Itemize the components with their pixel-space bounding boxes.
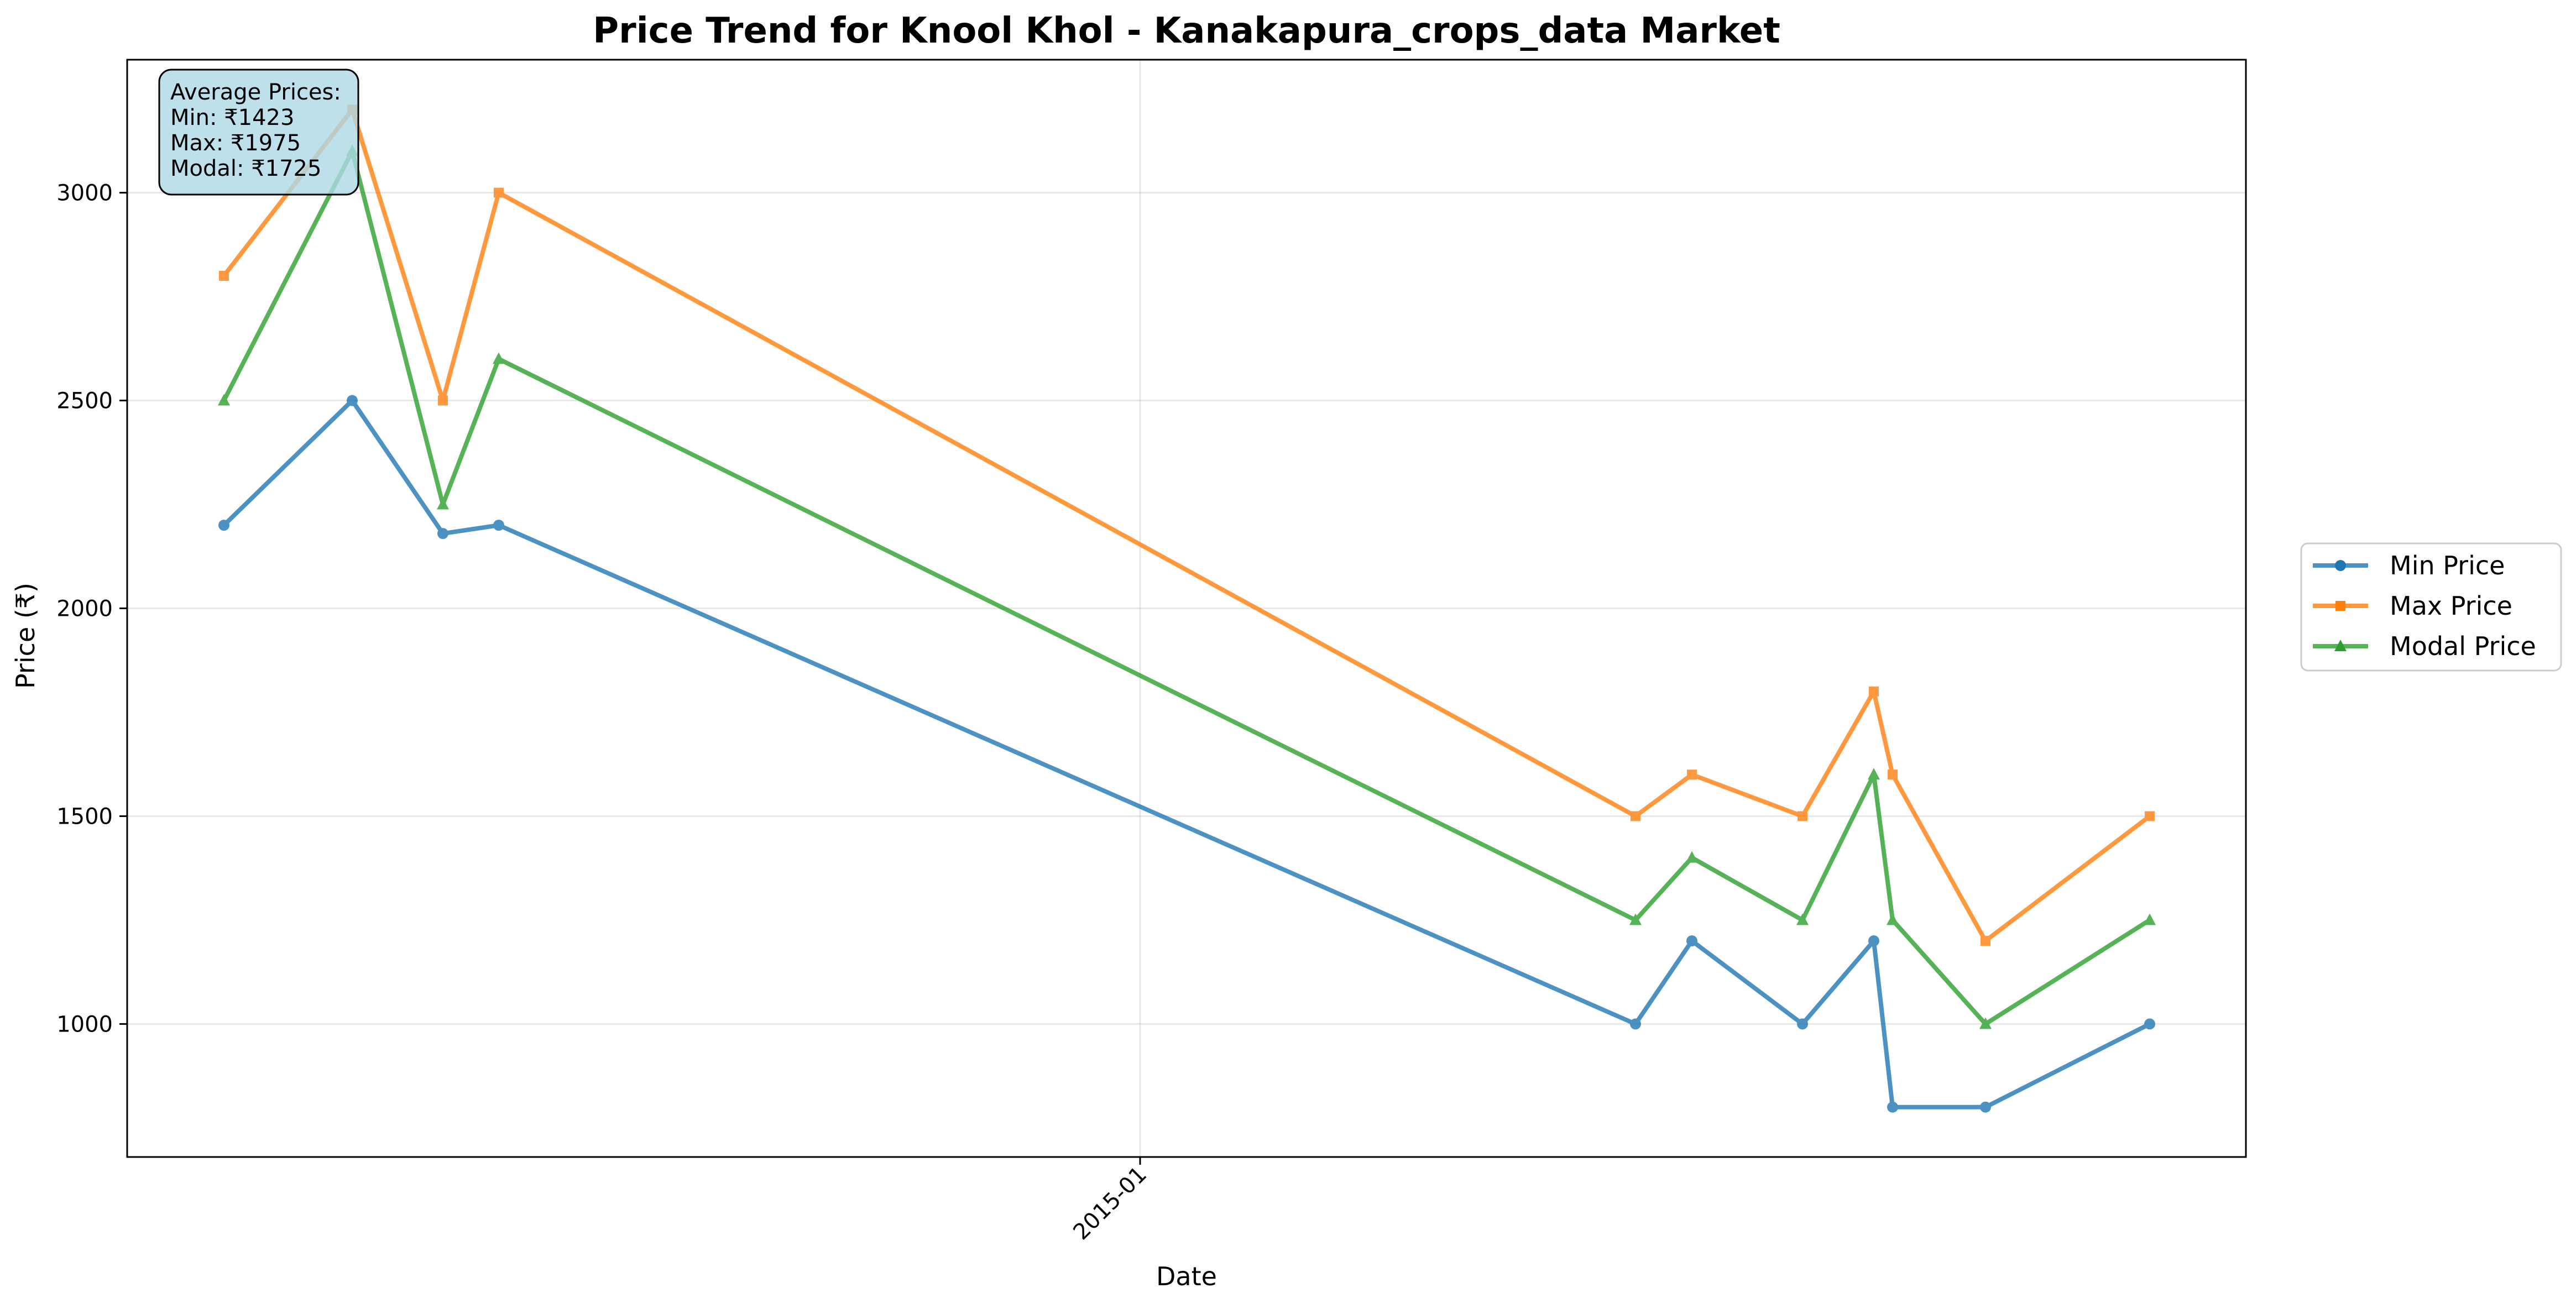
y-tick-label: 2500 xyxy=(56,389,113,414)
y-axis-label: Price (₹) xyxy=(11,583,40,689)
annotation-line: Min: ₹1423 xyxy=(170,105,294,130)
data-point xyxy=(438,395,448,406)
annotation-line: Max: ₹1975 xyxy=(170,130,301,156)
series-modal-price xyxy=(218,144,2156,1029)
series-line xyxy=(222,149,2151,1027)
data-point xyxy=(437,528,448,540)
data-point xyxy=(493,352,505,364)
data-point xyxy=(1797,1018,1808,1030)
annotation-line: Modal: ₹1725 xyxy=(170,156,321,181)
series-max-price xyxy=(219,104,2155,946)
legend-marker xyxy=(2335,601,2345,611)
data-point xyxy=(1687,769,1697,780)
x-tick-label: 2015-01 xyxy=(1068,1162,1152,1245)
annotation-line: Average Prices: xyxy=(170,80,341,105)
data-point xyxy=(1686,851,1698,863)
data-point xyxy=(1631,811,1640,821)
legend-label: Min Price xyxy=(2390,551,2505,580)
data-point xyxy=(1630,1018,1641,1030)
data-point xyxy=(1888,769,1898,780)
series-line xyxy=(222,398,2151,1109)
data-point xyxy=(1981,936,1990,946)
series-min-price xyxy=(218,395,2155,1113)
data-point xyxy=(2144,1018,2155,1030)
plot-frame xyxy=(126,59,2247,1158)
data-point xyxy=(347,395,358,406)
chart-title: Price Trend for Knool Khol - Kanakapura_… xyxy=(593,11,1780,51)
series-layer xyxy=(218,104,2156,1113)
data-point xyxy=(219,270,229,281)
data-point xyxy=(1980,1101,1991,1113)
legend-label: Max Price xyxy=(2390,591,2512,621)
ticks: 1000 1500 2000 2500 3000 2015-01 xyxy=(56,181,1152,1245)
data-point xyxy=(2145,811,2155,821)
y-tick-label: 3000 xyxy=(56,181,113,206)
data-point xyxy=(218,520,229,531)
data-point xyxy=(1629,913,1642,925)
data-point xyxy=(493,520,504,531)
data-point xyxy=(1868,768,1880,780)
data-point xyxy=(1869,686,1879,697)
data-point xyxy=(437,498,449,510)
y-tick-label: 1500 xyxy=(56,804,113,829)
legend-marker xyxy=(2334,640,2347,651)
legend: Min Price Max Price Modal Price xyxy=(2300,542,2562,672)
legend-entry: Min Price xyxy=(2313,551,2505,580)
data-point xyxy=(1868,935,1879,947)
x-axis-label: Date xyxy=(1156,1261,1217,1291)
data-point xyxy=(218,394,230,406)
y-tick-label: 2000 xyxy=(56,596,113,622)
annotation-box xyxy=(158,69,359,196)
legend-marker xyxy=(2335,560,2346,571)
data-point xyxy=(2144,913,2156,925)
data-point xyxy=(494,187,504,198)
data-point xyxy=(1979,1017,1992,1029)
legend-entry: Modal Price xyxy=(2313,631,2536,661)
y-tick-label: 1000 xyxy=(56,1012,113,1037)
data-point xyxy=(1796,913,1809,925)
data-point xyxy=(1887,913,1899,925)
data-point xyxy=(1798,811,1807,821)
data-point xyxy=(1887,1101,1898,1113)
grid xyxy=(127,60,2246,1157)
legend-entry: Max Price xyxy=(2313,591,2512,621)
legend-label: Modal Price xyxy=(2390,631,2536,661)
data-point xyxy=(1686,935,1697,947)
legend-frame xyxy=(2300,542,2562,672)
